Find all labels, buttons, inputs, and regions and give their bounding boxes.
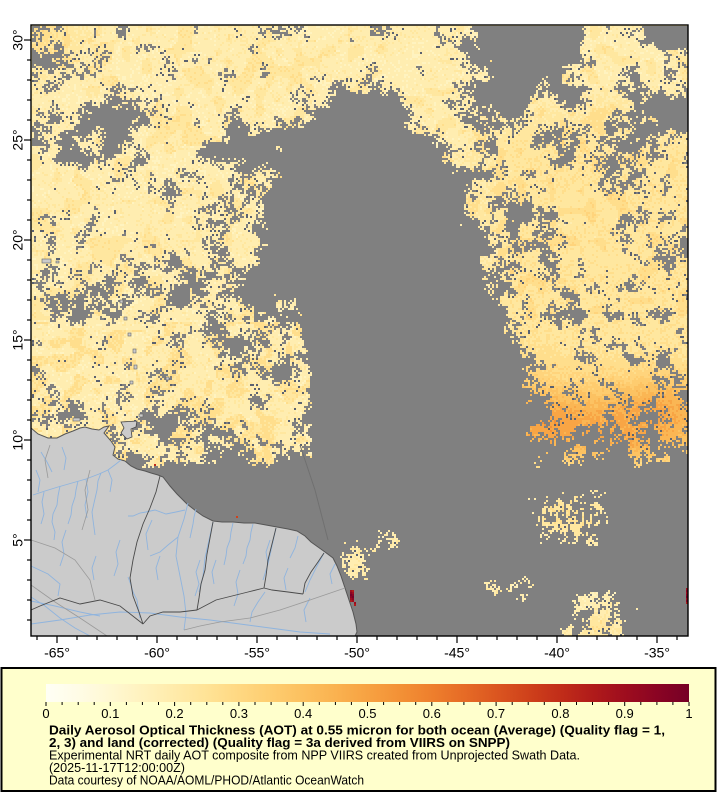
svg-text:0.7: 0.7: [487, 706, 505, 721]
svg-text:0.4: 0.4: [294, 706, 312, 721]
svg-text:15°: 15°: [10, 329, 26, 350]
svg-text:-55°: -55°: [244, 645, 270, 661]
svg-text:25°: 25°: [10, 129, 26, 150]
svg-text:0.5: 0.5: [358, 706, 376, 721]
svg-text:-60°: -60°: [144, 645, 170, 661]
svg-text:20°: 20°: [10, 229, 26, 250]
svg-text:-40°: -40°: [544, 645, 570, 661]
svg-text:2, 3) and land (corrected) (Qu: 2, 3) and land (corrected) (Quality flag…: [49, 735, 510, 750]
svg-text:-45°: -45°: [444, 645, 470, 661]
svg-text:0: 0: [42, 706, 49, 721]
svg-text:0.1: 0.1: [101, 706, 119, 721]
svg-text:1: 1: [685, 706, 692, 721]
svg-text:Experimental NRT daily AOT com: Experimental NRT daily AOT composite fro…: [49, 748, 580, 763]
svg-text:Daily Aerosol Optical Thicknes: Daily Aerosol Optical Thickness (AOT) at…: [49, 723, 665, 738]
svg-text:-35°: -35°: [644, 645, 670, 661]
svg-text:0.2: 0.2: [166, 706, 184, 721]
svg-text:-65°: -65°: [44, 645, 70, 661]
svg-text:-50°: -50°: [344, 645, 370, 661]
svg-text:30°: 30°: [10, 29, 26, 50]
svg-text:10°: 10°: [10, 429, 26, 450]
svg-text:Data courtesy of NOAA/AOML/PHO: Data courtesy of NOAA/AOML/PHOD/Atlantic…: [49, 773, 364, 788]
svg-text:5°: 5°: [10, 533, 26, 546]
svg-text:0.3: 0.3: [230, 706, 248, 721]
svg-text:0.8: 0.8: [551, 706, 569, 721]
svg-text:(2025-11-17T12:00:00Z): (2025-11-17T12:00:00Z): [49, 760, 185, 775]
svg-text:0.9: 0.9: [616, 706, 634, 721]
svg-text:0.6: 0.6: [423, 706, 441, 721]
